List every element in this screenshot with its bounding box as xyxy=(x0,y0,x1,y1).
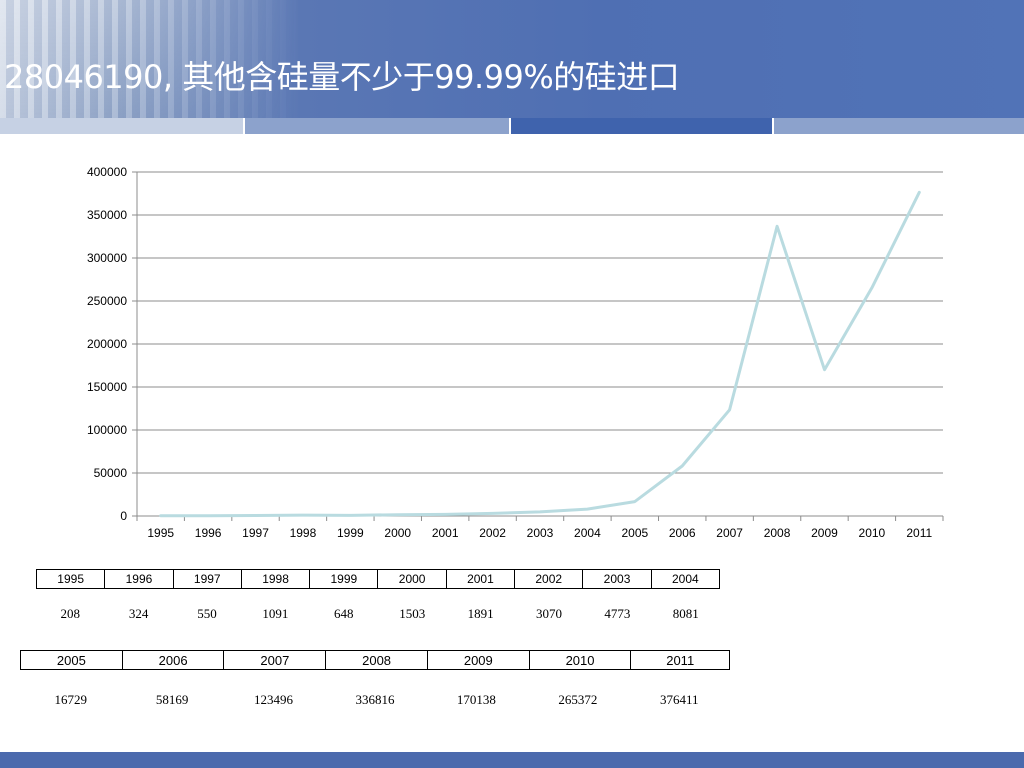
chart-gridlines xyxy=(137,171,943,474)
header-strip-4 xyxy=(774,118,1024,134)
table-value: 3070 xyxy=(535,606,562,621)
y-tick-label: 100000 xyxy=(87,423,127,437)
x-tick-label: 2000 xyxy=(384,526,411,540)
slide-header: 28046190, 其他含硅量不少于99.99%的硅进口 xyxy=(0,0,1024,118)
table-year-cell: 1998 xyxy=(240,569,311,589)
table-value: 170138 xyxy=(456,692,496,707)
x-tick-label: 1999 xyxy=(337,526,364,540)
y-tick-label: 150000 xyxy=(87,380,127,394)
table-value: 1091 xyxy=(262,606,289,621)
table-value: 4773 xyxy=(604,606,631,621)
table-header-row: 2005 2006 2007 2008 2009 2010 2011 xyxy=(20,650,730,670)
x-tick-label: 2003 xyxy=(527,526,554,540)
y-tick-label: 50000 xyxy=(94,466,128,480)
y-tick-label: 300000 xyxy=(87,251,127,265)
table-year-cell: 2010 xyxy=(528,650,632,670)
table-values-2005-2011: 16729 58169 123496 336816 170138 265372 376411 xyxy=(20,692,730,710)
x-tick-label: 2006 xyxy=(669,526,696,540)
table-year-cell: 1995 xyxy=(35,569,106,589)
table-year-cell: 2004 xyxy=(650,569,721,589)
x-tick-label: 1998 xyxy=(290,526,317,540)
table-values-1995-2004: 208 324 550 1091 648 1503 1891 3070 4773 8081 xyxy=(36,606,720,624)
x-tick-label: 2007 xyxy=(716,526,743,540)
table-value: 265372 xyxy=(558,692,598,707)
series-line xyxy=(159,190,921,518)
table-value: 324 xyxy=(128,606,149,621)
header-strip-3 xyxy=(511,118,772,134)
x-tick-label: 1997 xyxy=(242,526,269,540)
header-strip-1 xyxy=(0,118,243,134)
table-year-cell: 2006 xyxy=(121,650,225,670)
table-value: 16729 xyxy=(54,692,87,707)
table-value: 1503 xyxy=(399,606,426,621)
table-value: 208 xyxy=(60,606,80,621)
y-tick-label: 200000 xyxy=(87,337,127,351)
x-tick-label: 2002 xyxy=(479,526,506,540)
table-year-cell: 2001 xyxy=(445,569,516,589)
x-tick-label: 2008 xyxy=(764,526,791,540)
table-value: 8081 xyxy=(672,606,699,621)
slide-title: 28046190, 其他含硅量不少于99.99%的硅进口 xyxy=(4,58,680,96)
table-year-cell: 2007 xyxy=(223,650,327,670)
table-value: 550 xyxy=(197,606,217,621)
x-tick-label: 1995 xyxy=(147,526,174,540)
y-tick-label: 250000 xyxy=(87,294,127,308)
data-table-2005-2011: 2005 2006 2007 2008 2009 2010 2011 xyxy=(20,650,730,670)
x-tick-label: 2005 xyxy=(621,526,648,540)
x-tick-label: 1996 xyxy=(195,526,222,540)
header-strip-2 xyxy=(245,118,509,134)
table-year-cell: 2009 xyxy=(426,650,530,670)
table-header-row: 1995 1996 1997 1998 1999 2000 2001 2002 2003 2004 xyxy=(35,569,721,589)
line-chart: 0 50000 100000 150000 200000 250000 300000 3500… xyxy=(87,165,944,540)
chart-series xyxy=(159,190,921,518)
slide-footer-bar xyxy=(0,752,1024,768)
table-value: 1891 xyxy=(467,606,494,621)
table-year-cell: 2000 xyxy=(377,569,447,589)
x-axis-ticks: 1995 1996 1997 1998 1999 2000 2001 2002 2003 2004… xyxy=(136,516,944,540)
table-value: 376411 xyxy=(660,692,699,707)
table-year-cell: 2011 xyxy=(630,650,730,670)
y-tick-label: 400000 xyxy=(87,165,127,179)
table-value: 58169 xyxy=(155,692,189,707)
table-year-cell: 1999 xyxy=(309,569,379,589)
x-tick-label: 2010 xyxy=(859,526,886,540)
table-year-cell: 2003 xyxy=(582,569,652,589)
y-tick-label: 350000 xyxy=(87,208,127,222)
table-value: 123496 xyxy=(254,692,294,707)
y-axis-ticks: 0 50000 100000 150000 200000 250000 300000 3500… xyxy=(87,165,137,523)
table-year-cell: 2005 xyxy=(20,650,123,670)
x-tick-label: 2009 xyxy=(811,526,838,540)
table-year-cell: 1996 xyxy=(104,569,174,589)
table-year-cell: 2002 xyxy=(514,569,584,589)
table-year-cell: 1997 xyxy=(172,569,242,589)
header-building-photo xyxy=(0,0,300,118)
table-year-cell: 2008 xyxy=(325,650,428,670)
x-tick-label: 2011 xyxy=(906,526,932,540)
x-tick-label: 2004 xyxy=(574,526,601,540)
y-tick-label: 0 xyxy=(120,509,127,523)
table-value: 648 xyxy=(334,606,354,621)
table-value: 336816 xyxy=(355,692,395,707)
data-table-1995-2004: 1995 1996 1997 1998 1999 2000 2001 2002 2003 2004 xyxy=(35,569,721,589)
x-tick-label: 2001 xyxy=(432,526,459,540)
